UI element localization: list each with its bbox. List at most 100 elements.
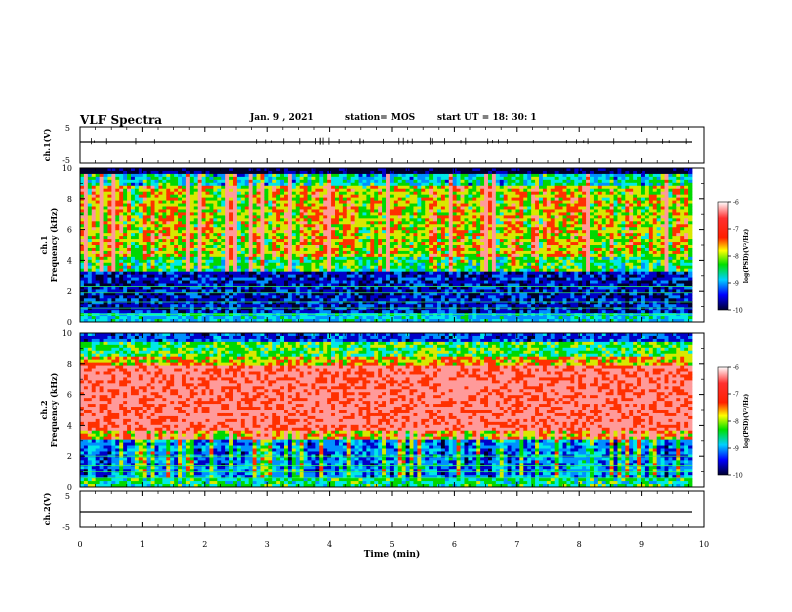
spectrogram-cell	[103, 277, 108, 281]
spectrogram-cell	[437, 236, 442, 240]
spectrogram-cell	[315, 292, 320, 296]
spectrogram-cell	[264, 245, 269, 249]
spectrogram-cell	[236, 224, 242, 228]
spectrogram-cell	[201, 307, 206, 311]
spectrogram-cell	[150, 301, 155, 305]
spectrogram-cell	[295, 304, 301, 308]
spectrogram-cell	[276, 168, 281, 172]
spectrogram-cell	[80, 316, 85, 320]
spectrogram-cell	[256, 301, 261, 305]
spectrogram-cell	[382, 218, 387, 222]
spectrogram-cell	[260, 313, 265, 317]
spectrogram-cell	[142, 268, 148, 273]
spectrogram-cell	[217, 209, 222, 213]
spectrogram-cell	[189, 170, 195, 175]
spectrogram-cell	[103, 298, 108, 302]
spectrogram-cell	[284, 319, 289, 323]
spectrogram-cell	[178, 307, 183, 311]
spectrogram-cell	[236, 250, 242, 255]
spectrogram-cell	[146, 256, 152, 261]
spectrogram-cell	[111, 191, 116, 196]
spectrogram-cell	[138, 212, 144, 216]
spectrogram-cell	[405, 247, 410, 252]
spectrogram-cell	[127, 289, 132, 293]
spectrogram-cell	[440, 239, 446, 243]
spectrogram-cell	[248, 307, 254, 311]
spectrogram-cell	[378, 206, 383, 210]
spectrogram-cell	[272, 221, 277, 225]
spectrogram-cell	[437, 262, 442, 267]
spectrogram-cell	[280, 194, 285, 199]
spectrogram-cell	[233, 277, 238, 281]
spectrogram-cell	[350, 236, 356, 240]
spectrogram-cell	[287, 185, 293, 190]
spectrogram-cell	[362, 245, 367, 249]
spectrogram-cell	[80, 319, 85, 323]
spectrogram-cell	[413, 259, 418, 264]
spectrogram-cell	[338, 245, 344, 249]
spectrogram-cell	[83, 250, 89, 255]
spectrogram-cell	[127, 203, 132, 207]
spectrogram-cell	[236, 188, 242, 193]
spectrogram-cell	[87, 233, 93, 237]
spectrogram-cell	[346, 319, 352, 323]
spectrogram-cell	[374, 265, 379, 270]
spectrogram-cell	[393, 218, 399, 222]
spectrogram-cell	[335, 203, 340, 207]
spectrogram-cell	[319, 233, 324, 237]
spectrogram-cell	[319, 200, 324, 204]
spectrogram-cell	[201, 274, 206, 278]
spectrogram-cell	[370, 286, 375, 290]
spectrogram-cell	[256, 239, 261, 243]
spectrogram-cell	[413, 277, 418, 281]
spectrogram-cell	[209, 295, 214, 299]
spectrogram-cell	[229, 227, 234, 231]
spectrogram-cell	[284, 295, 289, 299]
spectrogram-cell	[146, 239, 152, 243]
spectrogram-cell	[319, 274, 324, 278]
spectrogram-cell	[295, 188, 301, 193]
spectrogram-cell	[178, 170, 183, 175]
spectrogram-cell	[244, 176, 250, 181]
spectrogram-cell	[319, 301, 324, 305]
spectrogram-cell	[437, 221, 442, 225]
spectrogram-cell	[264, 212, 269, 216]
spectrogram-cell	[299, 289, 305, 293]
spectrogram-cell	[205, 262, 210, 267]
spectrogram-cell	[87, 319, 93, 323]
spectrogram-cell	[236, 268, 242, 273]
spectrogram-cell	[209, 304, 214, 308]
spectrogram-cell	[213, 227, 218, 231]
spectrogram-cell	[193, 247, 199, 252]
spectrogram-cell	[362, 215, 367, 219]
spectrogram-cell	[342, 245, 348, 249]
spectrogram-cell	[150, 265, 155, 270]
spectrogram-cell	[444, 221, 450, 225]
spectrogram-cell	[311, 242, 316, 246]
spectrogram-cell	[307, 268, 312, 273]
spectrogram-cell	[83, 316, 89, 320]
spectrogram-cell	[323, 289, 328, 293]
spectrogram-cell	[327, 310, 332, 314]
spectrogram-cell	[146, 271, 152, 276]
spectrogram-cell	[107, 233, 112, 237]
spectrogram-cell	[150, 268, 155, 273]
spectrogram-cell	[201, 313, 206, 317]
spectrogram-cell	[217, 307, 222, 311]
spectrogram-cell	[264, 197, 269, 201]
spectrogram-cell	[299, 227, 305, 231]
spectrogram-cell	[166, 253, 171, 258]
spectrogram-cell	[354, 301, 359, 305]
spectrogram-cell	[138, 218, 144, 222]
spectrogram-cell	[201, 242, 206, 246]
spectrogram-cell	[252, 280, 257, 284]
spectrogram-cell	[386, 179, 391, 184]
spectrogram-cell	[193, 176, 199, 181]
spectrogram-cell	[95, 259, 101, 264]
spectrogram-cell	[331, 209, 336, 213]
spectrogram-cell	[417, 221, 422, 225]
spectrogram-cell	[244, 292, 250, 296]
spectrogram-cell	[335, 197, 340, 201]
spectrogram-cell	[303, 295, 308, 299]
spectrogram-cell	[342, 286, 348, 290]
